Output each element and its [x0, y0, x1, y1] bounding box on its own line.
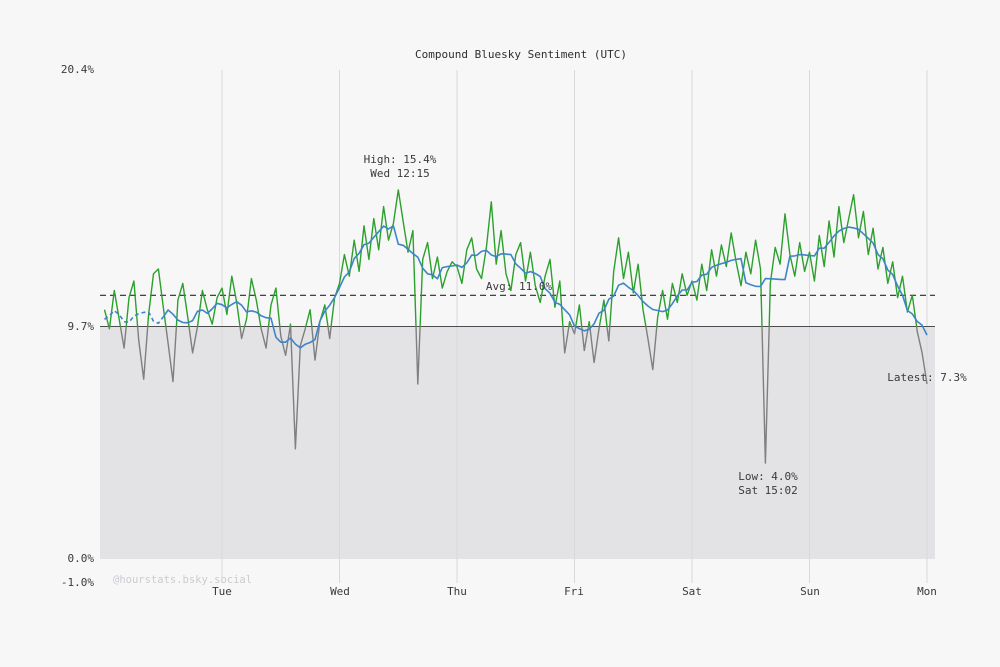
latest-annotation: Latest: 7.3%	[887, 371, 967, 384]
low-annotation: Low: 4.0% Sat 15:02	[738, 470, 798, 498]
watermark: @hourstats.bsky.social	[113, 574, 253, 586]
smoothed-line	[162, 225, 928, 349]
high-annotation-time: Wed 12:15	[370, 167, 430, 180]
x-tick-wed: Wed	[330, 585, 350, 598]
avg-annotation: Avg: 11.0%	[485, 280, 553, 293]
smoothed-line-lead-dashed	[104, 309, 164, 325]
low-annotation-time: Sat 15:02	[738, 484, 798, 497]
x-tick-sat: Sat	[682, 585, 702, 598]
y-tick-max: 20.4%	[60, 63, 94, 76]
high-annotation: High: 15.4% Wed 12:15	[364, 153, 437, 181]
y-tick-zero: 0.0%	[67, 552, 95, 565]
sentiment-line-above-threshold	[103, 189, 918, 327]
y-tick-ref: 9.7%	[67, 320, 95, 333]
y-tick-min: -1.0%	[60, 576, 94, 589]
x-tick-fri: Fri	[564, 585, 584, 598]
x-tick-thu: Thu	[447, 585, 467, 598]
high-annotation-value: High: 15.4%	[363, 153, 437, 166]
below-threshold-band	[100, 326, 935, 559]
x-tick-mon: Mon	[917, 585, 937, 598]
x-tick-sun: Sun	[800, 585, 820, 598]
x-tick-tue: Tue	[212, 585, 232, 598]
sentiment-line-below-threshold	[108, 326, 928, 464]
low-annotation-value: Low: 4.0%	[738, 470, 798, 483]
chart-title: Compound Bluesky Sentiment (UTC)	[415, 48, 627, 61]
